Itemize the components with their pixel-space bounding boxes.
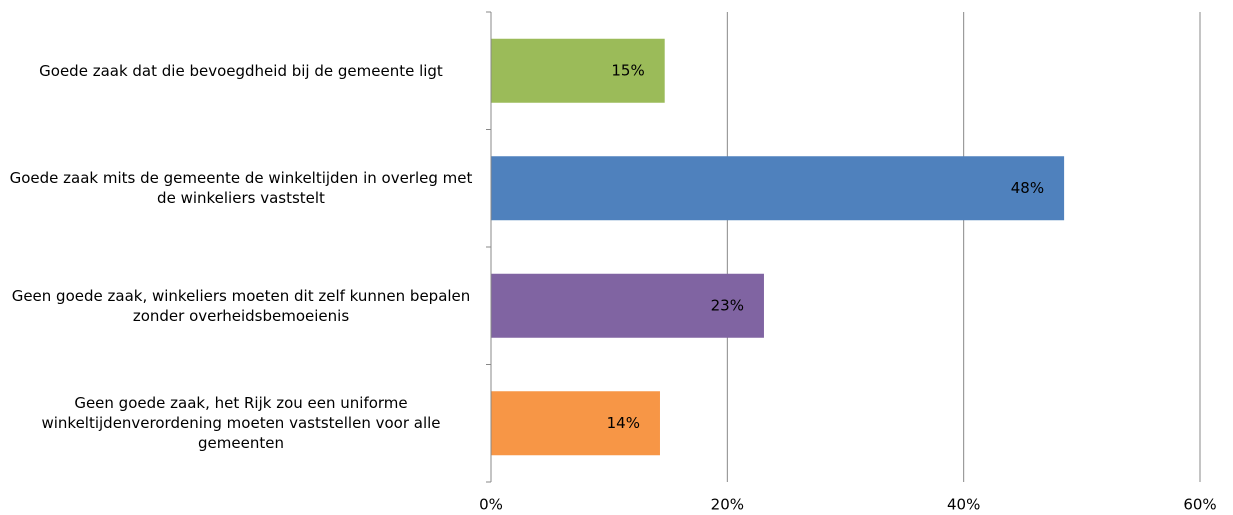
data-label: 14% xyxy=(607,414,640,432)
y-tick-label: Geen goede zaak, winkeliers moeten dit z… xyxy=(11,286,471,325)
x-tick-label: 0% xyxy=(479,496,503,514)
bar xyxy=(491,273,764,338)
data-label: 48% xyxy=(1011,179,1044,197)
x-tick-label: 40% xyxy=(947,496,980,514)
x-tick-label: 60% xyxy=(1183,496,1216,514)
bar xyxy=(491,391,660,456)
bar xyxy=(491,38,665,103)
y-tick-label: Goede zaak mits de gemeente de winkeltij… xyxy=(9,169,473,208)
data-label: 23% xyxy=(711,296,744,314)
data-label: 15% xyxy=(611,61,644,79)
y-tick-label: Goede zaak dat die bevoegdheid bij de ge… xyxy=(39,61,443,80)
x-tick-label: 20% xyxy=(711,496,744,514)
bar xyxy=(491,156,1065,221)
y-tick-label: Geen goede zaak, het Rijk zou een unifor… xyxy=(41,394,441,453)
